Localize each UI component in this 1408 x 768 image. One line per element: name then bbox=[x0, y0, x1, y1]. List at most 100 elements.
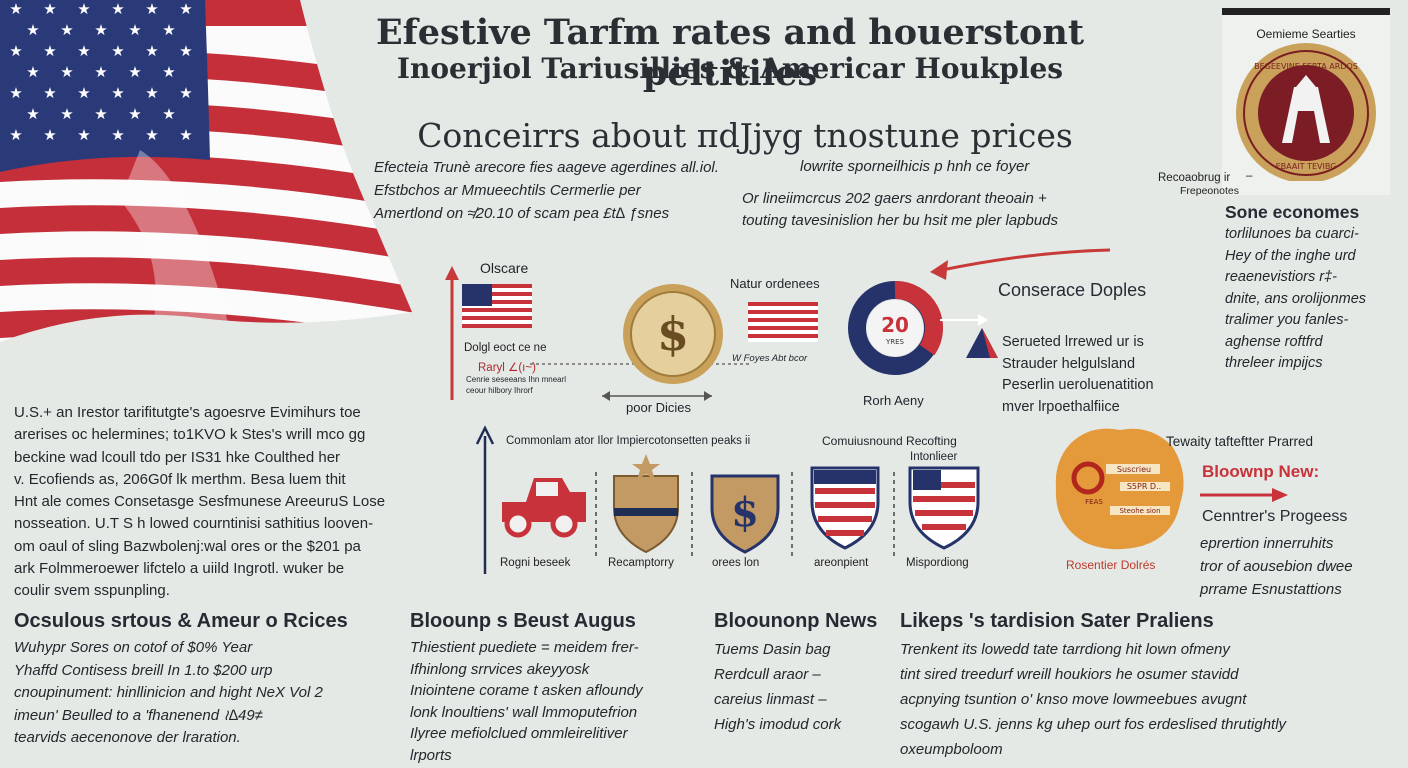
donut-chart-icon: 20 YRES bbox=[848, 281, 943, 375]
bottom-heading: Ocsulous srtous & Ameur o Rcices bbox=[14, 610, 348, 632]
bottom-line: Ifhinlong srrvices akeyyosk bbox=[410, 660, 590, 678]
rate-line-1: Dolgl eoct ce ne bbox=[464, 342, 547, 354]
bottom-line: Trenkent its lowedd tate tarrdiong hit l… bbox=[900, 641, 1230, 658]
stamp-text-4: Steohe sion bbox=[1119, 507, 1160, 515]
svg-text:$: $ bbox=[731, 489, 759, 536]
right-col-line: aghense roftfrd bbox=[1225, 333, 1323, 350]
donut-sublabel: YRES bbox=[885, 338, 905, 346]
flag-star-icon: ★ bbox=[26, 63, 39, 81]
icon-label: Mispordiong bbox=[906, 557, 969, 569]
bottom-line: tearvids aecenonove der lraration. bbox=[14, 729, 241, 746]
note-line-2: ceour hilbory Ihrorf bbox=[466, 386, 533, 395]
flag-star-icon: ★ bbox=[26, 105, 39, 123]
flag-star-icon: ★ bbox=[77, 0, 90, 18]
bottom-line: Thiestient puediete = meidem frer- bbox=[410, 639, 639, 656]
diagram-graphics: $ 20 YRES $ bbox=[445, 248, 1111, 574]
bottom-line: imeun' Beulled to a 'fhanenend ≀∆49≠ bbox=[14, 706, 263, 724]
svg-text:$: $ bbox=[657, 307, 689, 361]
paragraph-line: coulir svem sspunpling. bbox=[14, 582, 170, 600]
conserve-line: mver lrpoethalfiice bbox=[1002, 398, 1120, 415]
icon-label: Recamptorry bbox=[608, 557, 674, 569]
american-flag-image: ★ ★ ★ ★ ★ ★★ ★ ★ ★ ★★ ★ ★ ★ ★ ★★ ★ ★ ★ ★★ ★ ★ ★ ★ ★★ ★ ★ ★ ★★ ★ ★ ★ ★ ★ bbox=[0, 0, 412, 342]
car-icon bbox=[502, 478, 586, 538]
intro-text-right-top: lowrite sporneilhicis p hnh ce foyer bbox=[800, 158, 1030, 175]
flag-star-icon: ★ bbox=[111, 84, 124, 102]
bottom-column-4: Likeps 's tardision Sater Praliens Trenk… bbox=[900, 610, 1400, 762]
bottom-column-3: Bloounonp News Tuems Dasin bag Rerdcull … bbox=[714, 610, 899, 737]
mid-caption: W Foyes Abt bcor bbox=[732, 353, 808, 364]
right-column-text: torlilunoes ba cuarci- Hey of the inghe … bbox=[1225, 224, 1366, 375]
red-arrow-left-icon bbox=[941, 248, 1111, 272]
intro-text-left: Efecteia Trunè arecore fies aageve agerd… bbox=[374, 156, 794, 225]
badge-caption-2: Frepeonotes bbox=[1180, 185, 1239, 197]
flag-star-icon: ★ bbox=[162, 21, 175, 39]
right-block-line: prrame Esnustattions bbox=[1200, 581, 1342, 598]
right-block-heading-1: Tewaity tafteftter Prarred bbox=[1166, 434, 1314, 449]
mid-label: Natur ordenees bbox=[730, 276, 820, 291]
intro-line: Efecteia Trunè arecore fies aageve agerd… bbox=[374, 159, 719, 176]
bottom-column-2: Bloounp s Beust Augus Thiestient puediet… bbox=[410, 610, 705, 766]
right-column-heading: Sone economes bbox=[1225, 202, 1360, 222]
paragraph-line: beckine wad lcoull tdo per IS31 hke Coul… bbox=[14, 448, 341, 466]
badge-panel: Oemieme Searties BEGEEVINE FERTA ARDOS E… bbox=[1222, 8, 1390, 195]
bottom-line: oxeumpboloom bbox=[900, 741, 1003, 758]
flag-star-icon: ★ bbox=[43, 126, 56, 144]
intro-line: Or lineiimcrcus 202 gaers anrdorant theo… bbox=[742, 190, 1047, 207]
rate-line-2: Raryl ∠(ı~) bbox=[478, 362, 536, 374]
red-heading: Bloownp New: bbox=[1202, 462, 1320, 481]
icons-row-heading-right-2: Intonlieer bbox=[910, 451, 958, 463]
flag-star-icon: ★ bbox=[77, 126, 90, 144]
navy-up-arrow-icon bbox=[475, 425, 495, 445]
bottom-line: acpnying tsuntion o' knso move lowmeebue… bbox=[900, 691, 1247, 708]
flag-star-icon: ★ bbox=[60, 63, 73, 81]
paragraph-line: ark Folmmeroewer lifctelo a uiild Ingrot… bbox=[14, 560, 345, 578]
flag-star-icon: ★ bbox=[9, 0, 22, 18]
icon-label: areonpient bbox=[814, 557, 869, 569]
right-block-text: eprertion innerruhits tror of aousebion … bbox=[1200, 532, 1353, 601]
bottom-line: careius linmast – bbox=[714, 691, 827, 708]
flag-star-icon: ★ bbox=[145, 126, 158, 144]
flag-star-icon: ★ bbox=[60, 105, 73, 123]
paragraph-line: om oaul of sling Bazwbolenj:wal ores or … bbox=[14, 537, 361, 555]
bottom-line: Ilyree mefiolclued ommleirelitiver bbox=[410, 725, 628, 742]
flag-star-icon: ★ bbox=[145, 0, 158, 18]
conserve-line: Serueted lrrewed ur is bbox=[1002, 334, 1144, 350]
right-block-heading-2: Cenntrer's Progeess bbox=[1202, 508, 1348, 525]
conserve-heading: Conserace Doples bbox=[998, 280, 1147, 300]
flag-star-icon: ★ bbox=[77, 42, 90, 60]
bottom-line: cnoupinument: hinllinicion and hight NeX… bbox=[14, 684, 323, 701]
flag-star-icon: ★ bbox=[60, 21, 73, 39]
paragraph-line: v. Ecofiends as, 206G0f lk merthm. Besa … bbox=[14, 470, 346, 488]
bottom-line: Yhaffd Contisess breill In 1.to $200 urp bbox=[14, 661, 273, 679]
icon-label: Rogni beseek bbox=[500, 557, 571, 569]
flag-star-icon: ★ bbox=[145, 42, 158, 60]
flag-star-icon: ★ bbox=[128, 63, 141, 81]
paragraph-line: U.S.+ an Irestor tarifitutgte's agoesrve… bbox=[14, 404, 361, 421]
flag-star-icon: ★ bbox=[179, 0, 192, 18]
donut-value: 20 bbox=[881, 313, 909, 337]
flag-star-icon: ★ bbox=[26, 21, 39, 39]
flag-star-icon: ★ bbox=[9, 42, 22, 60]
shield-badge-icon bbox=[613, 454, 679, 554]
stamp-label: Rosentier Dolrés bbox=[1066, 558, 1156, 572]
stamp-text-1: Suscrieu bbox=[1117, 465, 1151, 474]
bottom-line: Iniointene corame t asken afloundy bbox=[410, 682, 643, 699]
bottom-line: High's imodud cork bbox=[714, 716, 842, 733]
donut-caption: Rorh Aeny bbox=[863, 393, 924, 408]
flag-star-icon: ★ bbox=[162, 63, 175, 81]
paragraph-line: arerises oc helermines; to1KVO k Stes's … bbox=[14, 426, 366, 444]
bottom-heading: Bloounp s Beust Augus bbox=[410, 610, 636, 632]
flag-star-icon: ★ bbox=[179, 42, 192, 60]
stamp-text-3: FEAS bbox=[1085, 498, 1103, 506]
flag-star-icon: ★ bbox=[179, 126, 192, 144]
note-line-1: Cenrie seseeans Ihn mnearl bbox=[466, 375, 567, 384]
intro-text-right: Or lineiimcrcus 202 gaers anrdorant theo… bbox=[742, 188, 1058, 232]
seal-top-text: BEGEEVINE FERTA ARDOS bbox=[1254, 62, 1358, 71]
flag-star-icon: ★ bbox=[111, 126, 124, 144]
badge-caption-1: Recoaobrug ir bbox=[1158, 172, 1231, 184]
flag-star-icon: ★ bbox=[128, 21, 141, 39]
flag-star-icon: ★ bbox=[162, 105, 175, 123]
flag-star-icon: ★ bbox=[128, 105, 141, 123]
page-subtitle: Inoerjiol Tariusillies & Americar Houkpl… bbox=[396, 52, 1064, 85]
flag-star-icon: ★ bbox=[43, 84, 56, 102]
